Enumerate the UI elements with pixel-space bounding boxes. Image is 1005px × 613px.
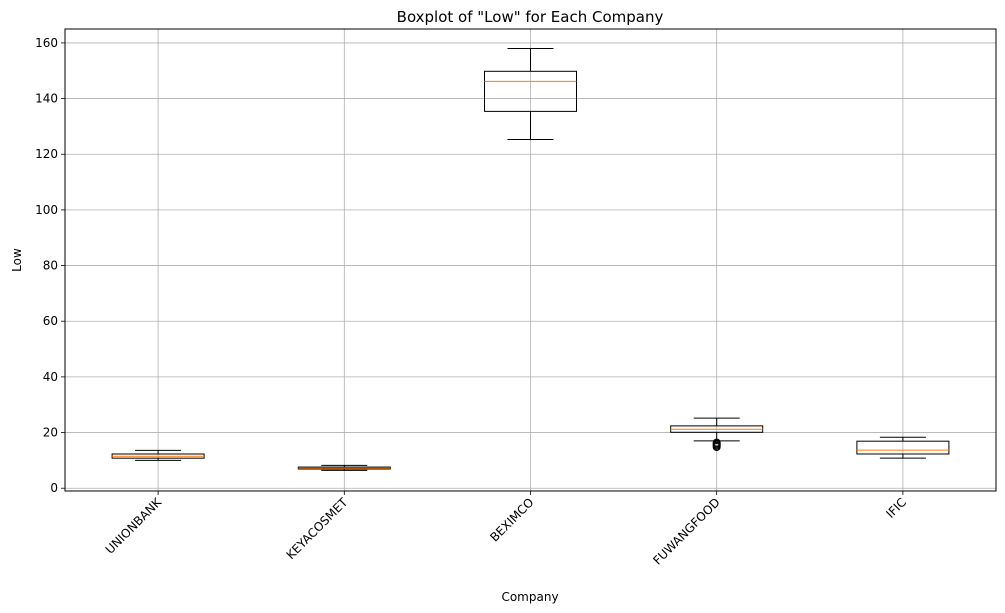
x-axis-label: Company — [501, 590, 558, 604]
chart-title: Boxplot of "Low" for Each Company — [397, 8, 664, 26]
y-tick-label: 0 — [50, 481, 58, 495]
y-tick-label: 60 — [43, 314, 58, 328]
box-groups — [111, 47, 950, 471]
box-group-ific — [856, 436, 950, 459]
y-tick-label: 40 — [43, 370, 58, 384]
y-tick-label: 20 — [43, 426, 58, 440]
y-tick-label: 140 — [35, 92, 58, 106]
y-tick-label: 100 — [35, 203, 58, 217]
y-tick-label: 80 — [43, 259, 58, 273]
y-axis-label: Low — [10, 248, 24, 272]
y-tick-label: 160 — [35, 36, 58, 50]
box-group-beximco — [484, 47, 577, 140]
y-axis: 0 20 40 60 80 100 120 140 160 — [35, 36, 65, 495]
box-group-unionbank — [111, 449, 205, 461]
box-group-keyacosmet — [297, 464, 391, 471]
outlier-point — [712, 438, 721, 447]
iqr-box — [856, 440, 950, 455]
grid-lines — [65, 29, 996, 491]
iqr-box — [484, 70, 577, 112]
y-tick-label: 120 — [35, 147, 58, 161]
box-group-fuwangfood — [670, 417, 764, 452]
